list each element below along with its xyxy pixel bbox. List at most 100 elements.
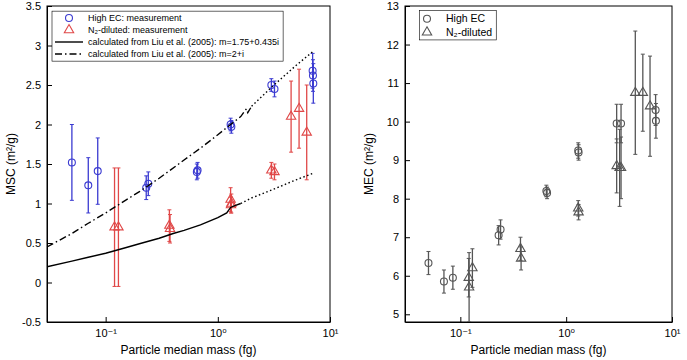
error-cap (615, 138, 619, 139)
legend-label: High EC: measurement (88, 13, 182, 23)
tick-mark (405, 6, 410, 7)
point (645, 101, 654, 109)
error-bar (97, 138, 98, 204)
tick: 0 (35, 277, 52, 289)
error-cap (518, 237, 522, 238)
tick: 10 (387, 116, 410, 128)
error-cap (70, 124, 74, 125)
tick-mark (405, 276, 410, 277)
error-cap (116, 286, 120, 287)
legend-marker (66, 15, 73, 22)
tick: 10⁻¹ (95, 317, 117, 339)
error-cap (577, 204, 581, 205)
tick: 8 (393, 193, 410, 205)
error-cap (272, 96, 276, 97)
tick: 10¹ (665, 317, 681, 339)
error-cap (648, 56, 652, 57)
error-cap (470, 248, 474, 249)
tick: 10¹ (323, 317, 339, 339)
error-cap (272, 164, 276, 165)
error-bar (520, 247, 521, 270)
error-cap (272, 179, 276, 180)
error-cap (648, 156, 652, 157)
error-cap (297, 69, 301, 70)
error-bar (642, 54, 643, 131)
tick-mark (405, 237, 410, 238)
error-cap (618, 206, 622, 207)
error-cap (168, 214, 172, 215)
tick: 10⁰ (558, 317, 575, 339)
error-cap (116, 167, 120, 168)
error-bar (118, 168, 119, 287)
error-cap (499, 239, 503, 240)
point (544, 189, 551, 196)
legend-line (55, 53, 83, 54)
point (294, 103, 303, 111)
error-cap (229, 133, 233, 134)
error-bar (472, 249, 473, 288)
tick-label: 1 (35, 198, 41, 210)
tick-mark (218, 317, 219, 322)
point (114, 222, 123, 230)
error-cap (442, 293, 446, 294)
error-cap (297, 148, 301, 149)
error-cap (269, 162, 273, 163)
point (165, 223, 174, 231)
error-cap (86, 157, 90, 158)
error-cap (654, 138, 658, 139)
tick-label: 2 (35, 119, 41, 131)
error-cap (576, 142, 580, 143)
point (68, 159, 75, 166)
tick-label: 10⁰ (558, 327, 575, 339)
tick-mark (106, 317, 107, 322)
y-axis: -0.500.511.522.533.5 (22, 0, 52, 328)
plot-frame (405, 6, 672, 322)
error-bar (452, 266, 453, 289)
error-bar (71, 125, 72, 201)
tick-label: 5 (393, 308, 399, 320)
legend-marker (422, 27, 431, 35)
point (94, 168, 101, 175)
error-bar (468, 253, 469, 322)
legend-label: calculated from Liu et al. (2005): m=1.7… (88, 37, 279, 47)
error-cap (633, 154, 637, 155)
tick-label: 10¹ (665, 327, 681, 339)
point (270, 166, 279, 174)
tick: 0.5 (26, 237, 52, 249)
y-axis-title: MEC (m²/g) (362, 133, 376, 195)
x-axis-line (406, 322, 673, 323)
error-cap (545, 187, 549, 188)
tick: 6 (393, 270, 410, 282)
tick-mark (405, 45, 410, 46)
error-cap (229, 194, 233, 195)
point (449, 274, 456, 281)
error-cap (144, 199, 148, 200)
point (85, 182, 92, 189)
tick-label: 10 (387, 116, 399, 128)
error-cap (519, 246, 523, 247)
point (286, 111, 295, 119)
tick-mark (47, 283, 52, 284)
error-bar (578, 145, 579, 160)
legend-label: N₂-diluted: measurement (88, 25, 188, 35)
error-cap (619, 198, 623, 199)
error-bar (312, 60, 313, 92)
line (47, 204, 241, 267)
error-cap (113, 167, 117, 168)
tick: 7 (393, 231, 410, 243)
error-bar (88, 158, 89, 213)
tick: 2.5 (26, 79, 52, 91)
legend-marker (424, 15, 431, 22)
tick-label: 1.5 (26, 158, 41, 170)
error-cap (619, 137, 623, 138)
tick-mark (47, 125, 52, 126)
error-cap (196, 178, 200, 179)
tick-mark (460, 317, 461, 322)
error-bar (498, 226, 499, 245)
x-axis-line (48, 322, 331, 323)
error-bar (169, 215, 170, 243)
y-axis-title: MSC (m²/g) (4, 133, 18, 195)
figure: 10⁻¹10⁰10¹-0.500.511.522.533.5Particle m… (0, 0, 687, 360)
tick-mark (672, 317, 673, 322)
error-cap (577, 219, 581, 220)
